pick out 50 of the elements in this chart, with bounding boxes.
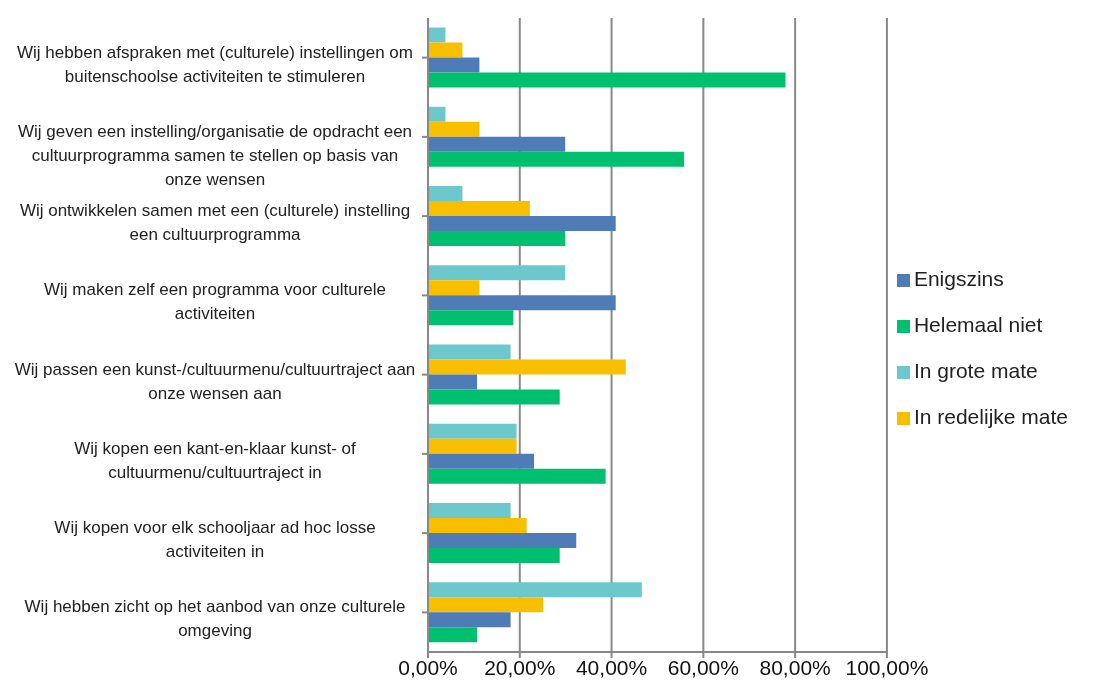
bar — [428, 389, 560, 405]
y-tick-label: Wij passen een kunst-/cultuurmenu/cultuurtraject aan onze wensen aan — [14, 359, 416, 403]
bar — [428, 27, 446, 43]
bar — [428, 582, 642, 598]
y-tick-label: Wij ontwikkelen samen met een (culturele) instelling een cultuurprogramma — [19, 201, 411, 245]
x-tick-label: 80,00% — [759, 655, 831, 679]
x-tick-label: 60,00% — [667, 655, 739, 679]
bar — [428, 57, 480, 73]
bar — [428, 548, 560, 564]
bar — [428, 612, 511, 628]
bar — [428, 151, 685, 167]
bar — [428, 201, 530, 217]
bar — [428, 453, 535, 469]
legend-label: Helemaal niet — [913, 313, 1043, 336]
bar — [428, 503, 511, 519]
bar — [428, 423, 517, 439]
bar — [428, 265, 566, 281]
y-tick-label: Wij hebben afspraken met (culturele) instellingen om buitenschoolse activiteiten te stimuleren — [17, 42, 413, 86]
bar — [428, 344, 511, 360]
bar — [428, 310, 514, 326]
x-tick-label: 40,00% — [575, 655, 648, 679]
bar — [428, 231, 566, 247]
bar — [428, 280, 480, 296]
y-tick-label: Wij hebben zicht op het aanbod van onze culturele omgeving — [24, 597, 406, 641]
bar — [428, 438, 517, 454]
legend-label: Enigszins — [913, 267, 1004, 290]
bar — [428, 518, 527, 534]
bar — [428, 533, 577, 549]
bar — [428, 374, 478, 390]
bar — [428, 468, 606, 484]
legend-label: In grote mate — [913, 359, 1038, 382]
y-tick-label: Wij maken zelf een programma voor culturele activiteiten — [43, 280, 387, 324]
x-tick-label: 20,00% — [484, 655, 556, 679]
bar — [428, 186, 463, 202]
bar — [428, 72, 786, 88]
bar — [428, 121, 480, 137]
x-tick-label: 0,00% — [398, 655, 458, 679]
bar — [428, 42, 463, 58]
bar — [428, 597, 544, 613]
bar — [428, 295, 616, 311]
legend-label: In redelijke mate — [913, 405, 1068, 428]
y-tick-label: Wij geven een instelling/organisatie de opdracht een cultuurprogramma samen te stellen op basis van onze wensen — [17, 121, 413, 189]
bar — [428, 106, 446, 122]
y-tick-label: Wij kopen voor elk schooljaar ad hoc losse activiteiten in — [54, 518, 376, 562]
x-tick-label: 100,00% — [845, 655, 929, 679]
bar — [428, 216, 616, 232]
bar — [428, 627, 478, 643]
bar — [428, 136, 566, 152]
y-tick-label: Wij kopen een kant-en-klaar kunst- of cultuurmenu/cultuurtraject in — [74, 438, 357, 482]
bar — [428, 359, 626, 375]
